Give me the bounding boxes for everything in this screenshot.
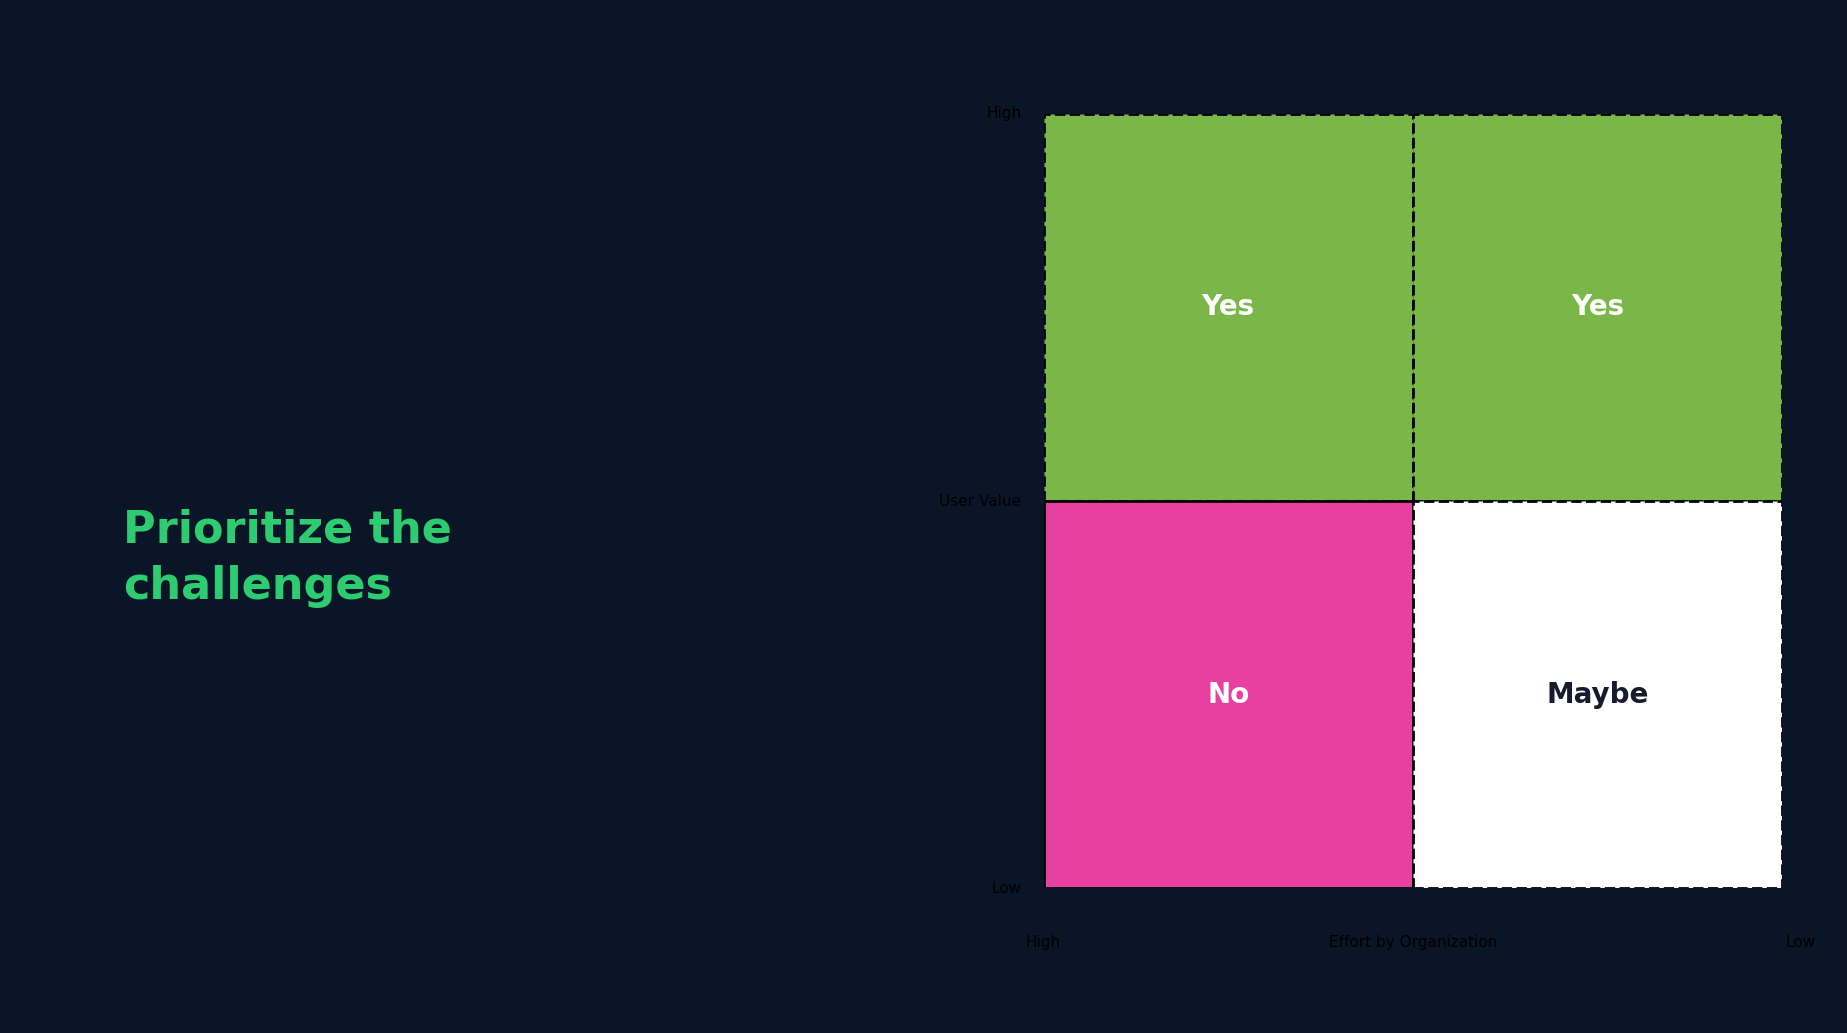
Text: High: High bbox=[986, 106, 1021, 121]
Bar bbox=[1044, 501, 1413, 888]
Text: No: No bbox=[1208, 681, 1249, 709]
Text: High: High bbox=[1025, 935, 1062, 950]
Text: Impact
feasibility
matrix: Impact feasibility matrix bbox=[757, 299, 874, 375]
Bar bbox=[1044, 114, 1413, 501]
Text: Yes: Yes bbox=[1202, 293, 1254, 321]
Text: Yes: Yes bbox=[1572, 293, 1624, 321]
Text: Maybe: Maybe bbox=[1546, 681, 1649, 709]
Text: Prioritize the
challenges: Prioritize the challenges bbox=[124, 508, 453, 607]
Text: Low: Low bbox=[992, 881, 1021, 896]
Text: User Value: User Value bbox=[940, 494, 1021, 508]
Bar bbox=[1413, 501, 1782, 888]
Bar bbox=[1413, 114, 1782, 501]
Text: Low: Low bbox=[1786, 935, 1816, 950]
Text: Effort by Organization: Effort by Organization bbox=[1328, 935, 1498, 950]
